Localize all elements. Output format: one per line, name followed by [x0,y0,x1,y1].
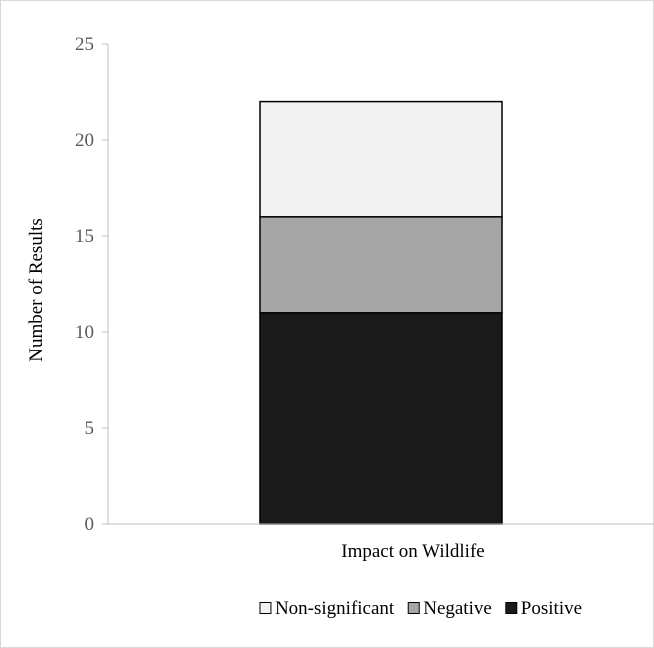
y-tick-label: 25 [75,34,94,55]
y-tick-label: 20 [75,130,94,151]
x-category-label: Impact on Wildlife [341,541,484,562]
legend-label-non-significant: Non-significant [275,598,395,619]
legend-swatch-positive [505,602,518,614]
bar-segment-positive [259,312,503,525]
bar-segment-non-significant [259,100,503,218]
legend-swatch-negative [407,602,420,614]
y-tick-label: 0 [85,514,95,535]
y-ticks-layer: 0 5 10 15 20 25 [75,34,108,535]
legend-swatch-non-significant [259,602,272,614]
bar-segment-negative [259,216,503,314]
bars-layer [259,100,503,525]
y-tick-label: 10 [75,322,94,343]
y-tick-label: 15 [75,226,94,247]
y-tick-label: 5 [85,418,95,439]
axes-layer [107,44,654,525]
y-axis-title: Number of Results [26,218,47,362]
legend-label-positive: Positive [521,598,582,619]
legend: Non-significant Negative Positive [259,598,582,619]
legend-label-negative: Negative [423,598,492,619]
